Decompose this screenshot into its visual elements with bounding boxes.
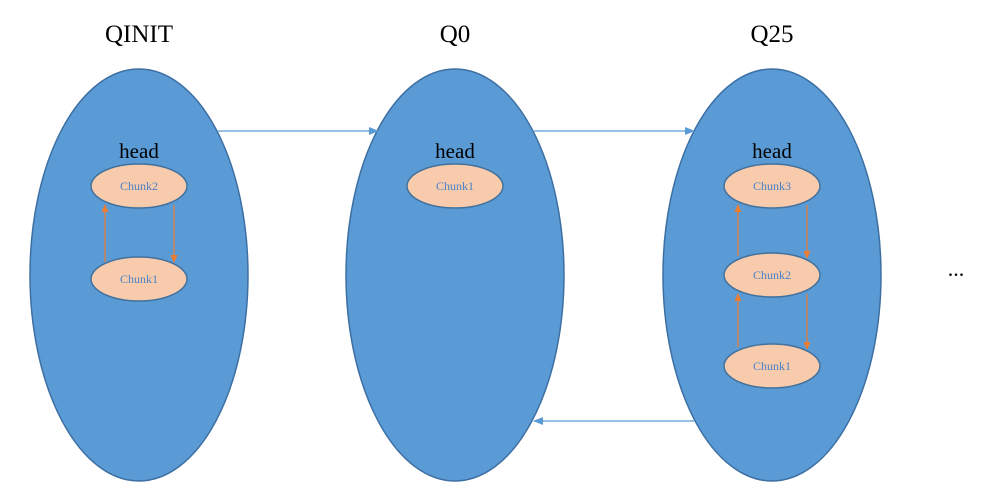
chunk-node <box>723 252 821 298</box>
chunk-label: Chunk2 <box>753 268 791 282</box>
head-label-q25: head <box>752 139 792 163</box>
queue-title-q25: Q25 <box>750 21 793 48</box>
chunk-label: Chunk1 <box>753 359 791 373</box>
head-label-q0: head <box>435 139 475 163</box>
chunk-label: Chunk2 <box>120 179 158 193</box>
chunk-node <box>406 163 504 209</box>
more-queues-ellipsis: ... <box>948 256 965 281</box>
chunk-node <box>90 163 188 209</box>
chunk-node <box>723 163 821 209</box>
chunk-node <box>90 256 188 302</box>
chunk-node <box>723 343 821 389</box>
queue-title-q0: Q0 <box>440 21 471 48</box>
chunk-label: Chunk3 <box>753 179 791 193</box>
queue-ellipse-q0 <box>345 68 565 482</box>
queue-title-qinit: QINIT <box>105 21 173 48</box>
chunk-label: Chunk1 <box>436 179 474 193</box>
chunk-label: Chunk1 <box>120 272 158 286</box>
head-label-qinit: head <box>119 139 159 163</box>
